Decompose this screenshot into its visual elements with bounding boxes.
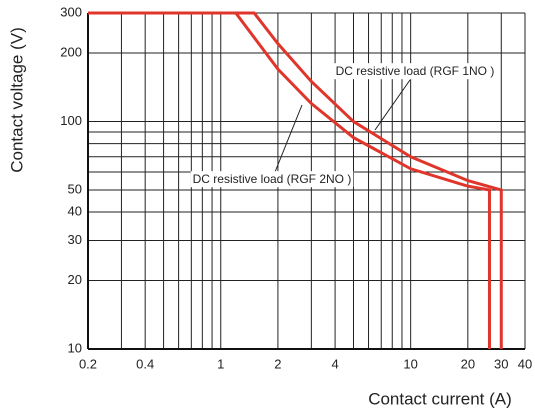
label-bg xyxy=(333,63,497,80)
x-tick-label: 10 xyxy=(403,356,417,371)
series-label: DC resistive load (RGF 1NO ) xyxy=(336,64,495,78)
y-tick-label: 20 xyxy=(68,272,82,287)
y-tick-label: 300 xyxy=(60,4,82,19)
x-tick-label: 0.2 xyxy=(79,356,97,371)
x-tick-label: 0.4 xyxy=(136,356,154,371)
x-tick-label: 1 xyxy=(217,356,224,371)
x-axis-title: Contact current (A) xyxy=(368,389,512,408)
y-tick-label: 200 xyxy=(60,44,82,59)
x-tick-label: 4 xyxy=(331,356,338,371)
y-tick-label: 30 xyxy=(68,232,82,247)
label-bg xyxy=(190,171,354,188)
x-tick-label: 30 xyxy=(494,356,508,371)
x-tick-label: 20 xyxy=(461,356,475,371)
x-tick-label: 2 xyxy=(274,356,281,371)
leader-line xyxy=(374,79,411,131)
y-tick-label: 40 xyxy=(68,203,82,218)
leader-line xyxy=(274,104,303,173)
series-label: DC resistive load (RGF 2NO ) xyxy=(193,172,352,186)
curve xyxy=(88,11,491,349)
y-axis-title: Contact voltage (V) xyxy=(7,27,26,173)
curve xyxy=(88,11,503,349)
y-tick-label: 50 xyxy=(68,181,82,196)
x-tick-label: 40 xyxy=(518,356,532,371)
y-tick-label: 100 xyxy=(60,113,82,128)
y-tick-label: 10 xyxy=(68,340,82,355)
